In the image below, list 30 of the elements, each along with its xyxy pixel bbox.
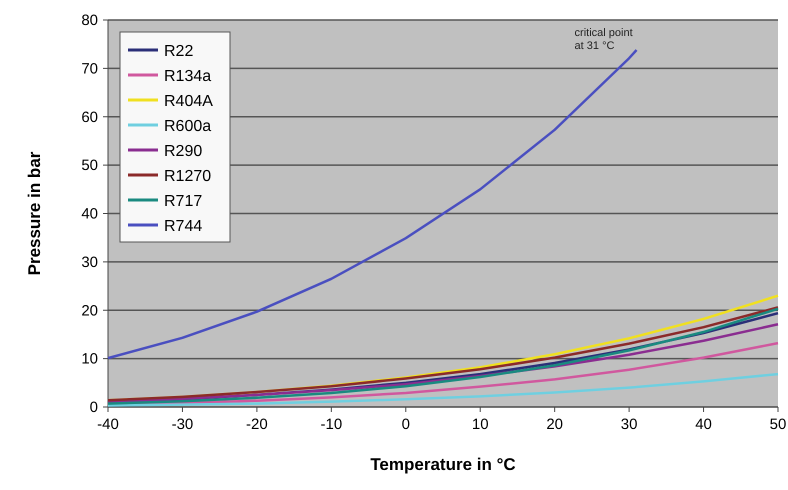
- legend-label: R404A: [164, 93, 214, 110]
- x-tick-label: 10: [472, 416, 489, 433]
- legend-label: R134a: [164, 68, 212, 85]
- x-axis-title: Temperature in °C: [370, 455, 516, 474]
- y-tick-label: 0: [90, 399, 98, 416]
- y-tick-label: 10: [81, 350, 98, 368]
- x-tick-label: -10: [320, 416, 342, 433]
- legend-label: R1270: [164, 168, 212, 185]
- y-axis-title: Pressure in bar: [25, 151, 44, 276]
- x-tick-label: 50: [770, 416, 786, 433]
- x-tick-label: 30: [620, 416, 638, 433]
- annotation: critical point at 31 °C: [574, 26, 633, 52]
- y-tick-label: 20: [81, 302, 98, 320]
- x-tick-label: -30: [172, 416, 194, 433]
- legend-label: R290: [164, 143, 202, 160]
- legend-label: R744: [164, 218, 202, 235]
- x-tick-label: 0: [402, 416, 410, 433]
- y-tick-label: 60: [81, 108, 98, 126]
- x-tick-label: 40: [695, 416, 712, 433]
- legend-label: R600a: [164, 118, 212, 135]
- y-tick-label: 30: [81, 254, 98, 271]
- legend-label: R717: [164, 193, 202, 210]
- y-tick-label: 70: [81, 60, 98, 78]
- y-tick-label: 50: [81, 157, 98, 174]
- y-tick-label: 80: [81, 12, 98, 29]
- x-tick-label: -40: [97, 416, 119, 433]
- legend-label: R22: [164, 43, 194, 60]
- x-tick-label: -20: [246, 416, 268, 433]
- y-tick-label: 40: [81, 206, 98, 222]
- x-tick-label: 20: [546, 416, 564, 433]
